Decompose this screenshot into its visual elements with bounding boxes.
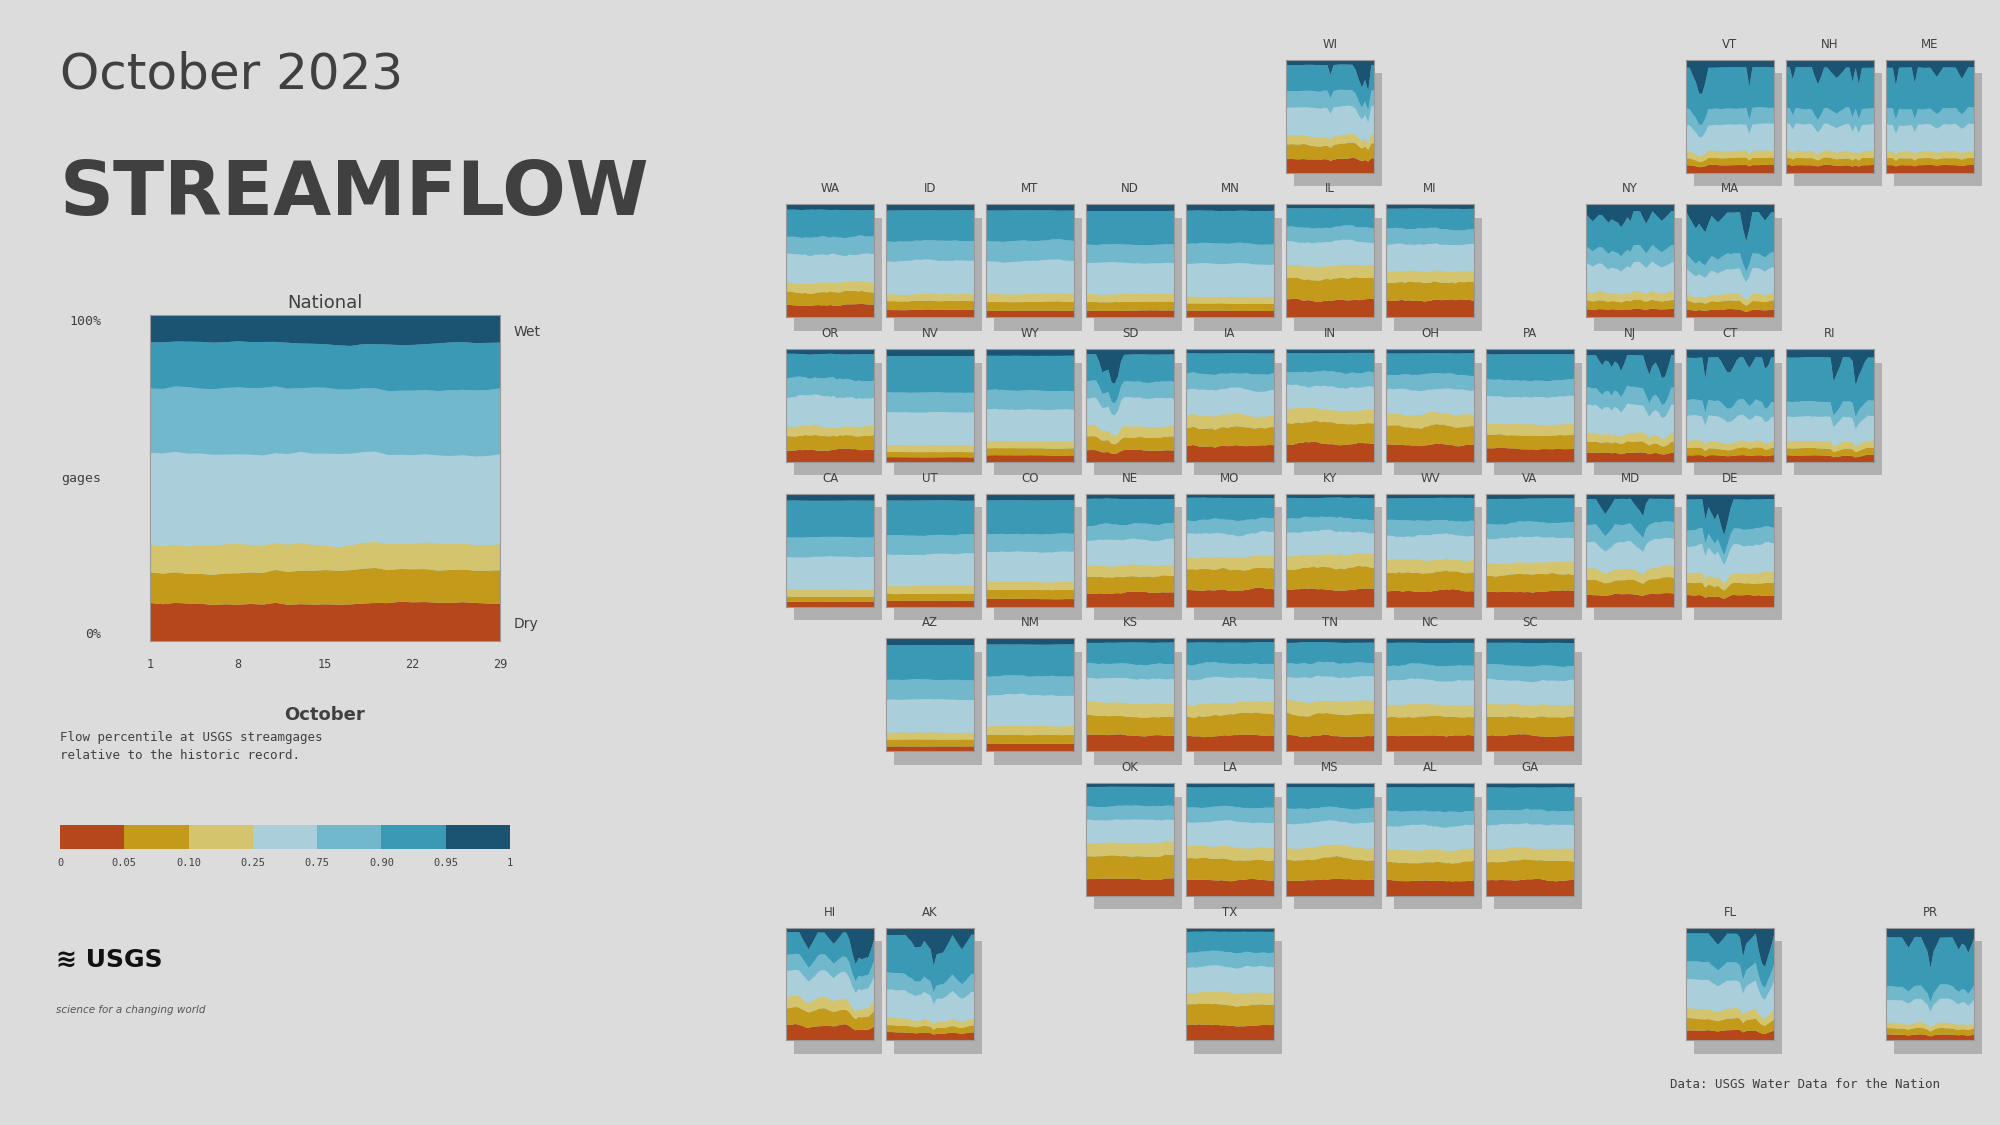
Text: 100%: 100% [68, 315, 100, 328]
Text: CT: CT [1722, 327, 1738, 340]
Text: TX: TX [1222, 906, 1238, 919]
Text: CA: CA [822, 471, 838, 485]
Text: 29: 29 [492, 657, 508, 670]
Text: 22: 22 [406, 657, 420, 670]
Text: 8: 8 [234, 657, 242, 670]
Text: 0.90: 0.90 [368, 858, 394, 868]
Text: 1: 1 [146, 657, 154, 670]
Text: MS: MS [1322, 760, 1338, 774]
Text: KS: KS [1122, 616, 1138, 629]
Text: MN: MN [1220, 182, 1240, 196]
Text: NY: NY [1622, 182, 1638, 196]
Text: Wet: Wet [514, 325, 540, 339]
Text: MT: MT [1022, 182, 1038, 196]
Text: OK: OK [1122, 760, 1138, 774]
Text: gages: gages [60, 471, 100, 485]
Text: MI: MI [1424, 182, 1436, 196]
Text: OR: OR [822, 327, 838, 340]
Text: AR: AR [1222, 616, 1238, 629]
Text: WA: WA [820, 182, 840, 196]
Text: RI: RI [1824, 327, 1836, 340]
Text: 0.95: 0.95 [434, 858, 458, 868]
Text: IL: IL [1326, 182, 1334, 196]
Text: WI: WI [1322, 38, 1338, 51]
Text: 0.10: 0.10 [176, 858, 202, 868]
Text: LA: LA [1222, 760, 1238, 774]
Text: FL: FL [1724, 906, 1736, 919]
Text: STREAMFLOW: STREAMFLOW [60, 158, 650, 231]
Text: NE: NE [1122, 471, 1138, 485]
Text: 0%: 0% [84, 628, 100, 641]
Text: Data: USGS Water Data for the Nation: Data: USGS Water Data for the Nation [1670, 1078, 1940, 1091]
Text: VT: VT [1722, 38, 1738, 51]
Text: WV: WV [1420, 471, 1440, 485]
Text: science for a changing world: science for a changing world [56, 1005, 206, 1015]
Text: PR: PR [1922, 906, 1938, 919]
Text: GA: GA [1522, 760, 1538, 774]
Text: MD: MD [1620, 471, 1640, 485]
Text: NC: NC [1422, 616, 1438, 629]
Text: October: October [284, 706, 366, 724]
Text: WY: WY [1020, 327, 1040, 340]
Text: UT: UT [922, 471, 938, 485]
Text: AK: AK [922, 906, 938, 919]
Text: Dry: Dry [514, 618, 538, 631]
Text: NV: NV [922, 327, 938, 340]
Text: AZ: AZ [922, 616, 938, 629]
Text: OH: OH [1420, 327, 1440, 340]
Text: DE: DE [1722, 471, 1738, 485]
Text: IA: IA [1224, 327, 1236, 340]
Text: MA: MA [1720, 182, 1740, 196]
Text: 0.75: 0.75 [304, 858, 330, 868]
Text: NJ: NJ [1624, 327, 1636, 340]
Title: National: National [288, 294, 362, 312]
Text: PA: PA [1522, 327, 1538, 340]
Text: CO: CO [1022, 471, 1038, 485]
Text: ≋ USGS: ≋ USGS [56, 948, 162, 972]
Text: 15: 15 [318, 657, 332, 670]
Text: SD: SD [1122, 327, 1138, 340]
Text: ND: ND [1122, 182, 1138, 196]
Text: NM: NM [1020, 616, 1040, 629]
Text: SC: SC [1522, 616, 1538, 629]
Text: NH: NH [1822, 38, 1838, 51]
Text: ME: ME [1922, 38, 1938, 51]
Text: 0.25: 0.25 [240, 858, 266, 868]
Text: ID: ID [924, 182, 936, 196]
Text: IN: IN [1324, 327, 1336, 340]
Text: AL: AL [1422, 760, 1438, 774]
Text: TN: TN [1322, 616, 1338, 629]
Text: 1: 1 [506, 858, 514, 868]
Text: Flow percentile at USGS streamgages
relative to the historic record.: Flow percentile at USGS streamgages rela… [60, 731, 322, 763]
Text: HI: HI [824, 906, 836, 919]
Text: KY: KY [1322, 471, 1338, 485]
Text: 0: 0 [56, 858, 64, 868]
Text: VA: VA [1522, 471, 1538, 485]
Text: October 2023: October 2023 [60, 51, 404, 99]
Text: MO: MO [1220, 471, 1240, 485]
Text: 0.05: 0.05 [112, 858, 136, 868]
